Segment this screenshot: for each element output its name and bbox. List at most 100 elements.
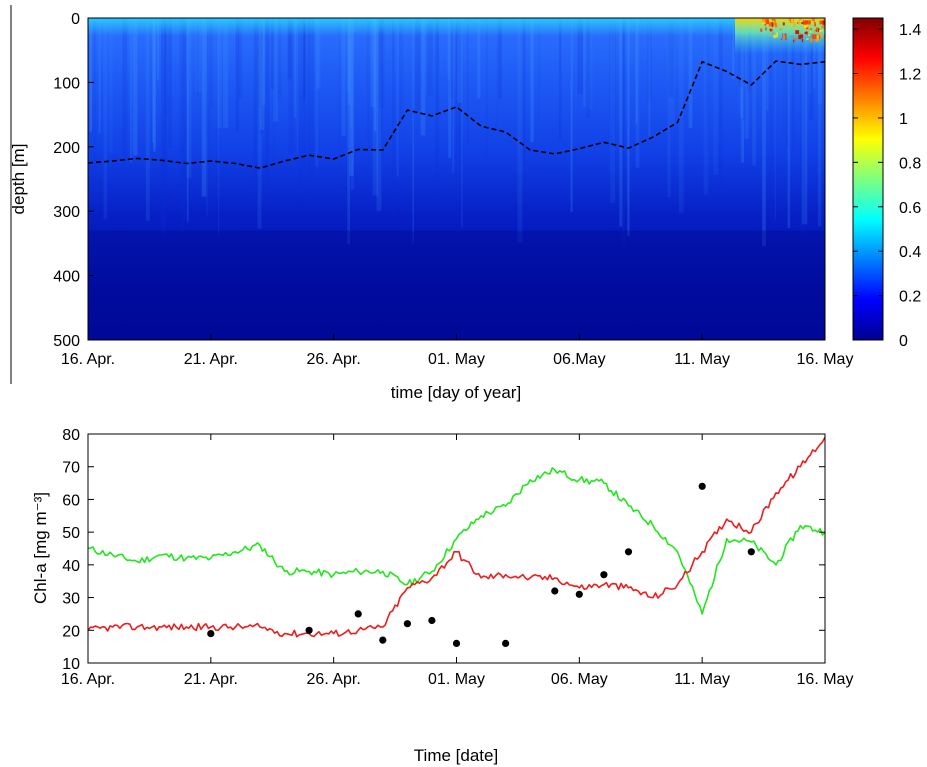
heatmap-bloom-speck bbox=[793, 39, 795, 43]
heatmap-bloom-speck bbox=[801, 38, 804, 43]
heatmap-streak bbox=[586, 18, 593, 110]
heatmap-y-tick-label: 400 bbox=[53, 269, 80, 286]
heatmap-streak bbox=[206, 18, 208, 217]
line-x-tick-label: 06. May bbox=[551, 671, 608, 688]
heatmap-streak bbox=[496, 18, 498, 133]
heatmap-bloom-speck bbox=[809, 31, 812, 34]
heatmap-streak bbox=[705, 18, 710, 153]
heatmap-bloom-speck bbox=[769, 34, 772, 36]
heatmap-streak bbox=[186, 18, 189, 222]
heatmap-bloom-speck bbox=[799, 32, 801, 35]
heatmap-bloom-speck bbox=[809, 28, 813, 30]
colorbar-tick-label: 1.2 bbox=[899, 67, 921, 84]
heatmap-streak bbox=[448, 18, 452, 158]
heatmap-bloom-speck bbox=[806, 27, 809, 29]
heatmap-xlabel: time [day of year] bbox=[391, 383, 521, 402]
heatmap-streak bbox=[467, 18, 469, 145]
heatmap-streak bbox=[818, 18, 823, 105]
heatmap-streak bbox=[766, 18, 769, 110]
heatmap-streak bbox=[530, 18, 534, 143]
heatmap-streak bbox=[399, 18, 404, 122]
heatmap-bloom-speck bbox=[797, 22, 799, 24]
heatmap-streak bbox=[762, 18, 766, 247]
heatmap-streak bbox=[447, 18, 451, 79]
heatmap-texture bbox=[88, 18, 825, 340]
heatmap-streak bbox=[622, 18, 625, 246]
heatmap-streak bbox=[713, 18, 718, 175]
heatmap-streak bbox=[809, 18, 811, 95]
heatmap-streak bbox=[223, 18, 229, 128]
heatmap-streak bbox=[201, 18, 207, 197]
heatmap-bloom-speck bbox=[795, 37, 798, 41]
heatmap-bloom-speck bbox=[819, 29, 823, 32]
heatmap-streak bbox=[747, 18, 751, 93]
depth-heatmap-panel: 16. Apr. 21. Apr. 26. Apr. 01. May 06.May 11.… bbox=[9, 5, 921, 402]
heatmap-streak bbox=[338, 18, 340, 195]
heatmap-streak bbox=[287, 18, 292, 79]
heatmap-streak bbox=[350, 18, 354, 190]
heatmap-streak bbox=[149, 18, 151, 110]
colorbar-tick-label: 1.4 bbox=[899, 22, 921, 39]
heatmap-x-tick-label: 16. Apr. bbox=[61, 351, 115, 368]
line-xlabel: Time [date] bbox=[414, 746, 498, 765]
colorbar-tick-label: 0 bbox=[899, 333, 908, 350]
heatmap-streak bbox=[347, 18, 350, 245]
heatmap-bloom-speck bbox=[821, 25, 825, 29]
line-y-tick-label: 40 bbox=[62, 558, 80, 575]
heatmap-bloom-speck bbox=[774, 20, 777, 26]
heatmap-streak bbox=[122, 18, 128, 162]
heatmap-streak bbox=[376, 18, 382, 211]
heatmap-streak bbox=[610, 18, 617, 182]
heatmap-streak bbox=[297, 18, 303, 190]
heatmap-streak bbox=[769, 18, 773, 225]
heatmap-x-tick-label: 26. Apr. bbox=[307, 351, 361, 368]
heatmap-streak bbox=[412, 18, 414, 244]
heatmap-streak bbox=[109, 18, 113, 154]
colorbar-tick-label: 0.8 bbox=[899, 155, 921, 172]
heatmap-streak bbox=[379, 18, 385, 109]
heatmap-streak bbox=[517, 18, 523, 243]
heatmap-bloom-speck bbox=[807, 20, 811, 25]
heatmap-bloom-speck bbox=[768, 22, 772, 27]
colorbar-tick-label: 1 bbox=[899, 111, 908, 128]
heatmap-streak bbox=[455, 18, 462, 194]
heatmap-streak bbox=[129, 18, 133, 163]
heatmap-streak bbox=[799, 18, 805, 237]
heatmap-bloom-speck bbox=[808, 34, 810, 36]
heatmap-bloom-speck bbox=[814, 22, 816, 27]
heatmap-streak bbox=[180, 18, 186, 231]
heatmap-streak bbox=[259, 18, 265, 130]
line-x-tick-label: 01. May bbox=[428, 671, 485, 688]
heatmap-streak bbox=[341, 18, 346, 136]
heatmap-streak bbox=[392, 18, 395, 217]
heatmap-streak bbox=[774, 18, 776, 220]
heatmap-streak bbox=[153, 18, 156, 152]
heatmap-bloom-speck bbox=[773, 34, 777, 38]
heatmap-streak bbox=[272, 18, 276, 165]
heatmap-streak bbox=[668, 18, 675, 98]
heatmap-bloom-speck bbox=[817, 33, 821, 38]
heatmap-bloom-speck bbox=[805, 27, 810, 31]
heatmap-bloom-speck bbox=[812, 34, 817, 40]
heatmap-streak bbox=[308, 18, 314, 180]
heatmap-streak bbox=[264, 18, 270, 186]
heatmap-bloom-speck bbox=[764, 22, 767, 26]
heatmap-bloom-speck bbox=[811, 34, 813, 38]
heatmap-bloom-speck bbox=[765, 19, 769, 25]
line-x-tick-label: 16. Apr. bbox=[61, 671, 115, 688]
heatmap-bloom-speck bbox=[816, 27, 818, 32]
line-y-tick-label: 20 bbox=[62, 623, 80, 640]
heatmap-streak bbox=[209, 18, 211, 185]
heatmap-bloom-speck bbox=[799, 18, 802, 21]
heatmap-streak bbox=[703, 18, 709, 195]
heatmap-streak bbox=[415, 18, 422, 111]
dashed-isoline bbox=[87, 60, 826, 169]
heatmap-streak bbox=[783, 18, 785, 138]
heatmap-streak bbox=[288, 18, 295, 154]
heatmap-streak bbox=[297, 18, 299, 155]
sample-point bbox=[502, 639, 510, 648]
heatmap-streak bbox=[609, 18, 611, 120]
heatmap-streak bbox=[688, 18, 693, 129]
heatmap-streak bbox=[627, 18, 630, 237]
heatmap-surface-glow bbox=[88, 18, 825, 36]
